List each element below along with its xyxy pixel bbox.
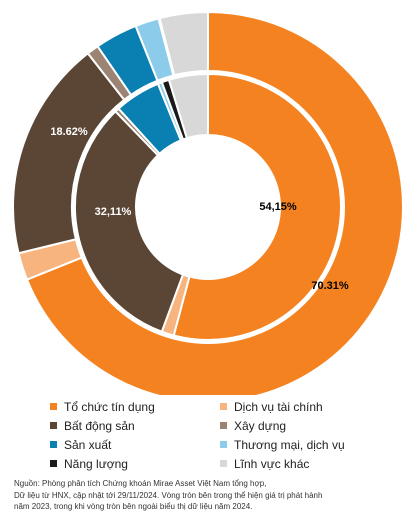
source-note: Nguồn: Phòng phân tích Chứng khoán Mirae… [14,478,399,513]
outer-label-bat-dong-san: 18.62% [50,126,88,138]
inner-label-bat-dong-san: 32,11% [95,206,132,218]
inner-slice-linh-vuc-khac [167,72,209,140]
legend-swatch [220,460,227,467]
legend-swatch [220,403,227,410]
inner-label-to-chuc-tin-dung: 54,15% [259,201,297,213]
legend-swatch [220,422,227,429]
inner-ring-2023 [74,72,342,341]
legend: Tổ chức tín dụng Dịch vụ tài chính Bất đ… [50,397,390,473]
source-line-1: Nguồn: Phòng phân tích Chứng khoán Mirae… [14,479,267,488]
legend-item-xay-dung: Xây dựng [220,419,390,433]
legend-item-linh-vuc-khac: Lĩnh vực khác [220,457,390,471]
outer-slice-linh-vuc-khac [158,10,209,77]
legend-item-nang-luong: Năng lượng [50,457,220,471]
source-line-2: Dữ liệu từ HNX, cập nhật tới 29/11/2024.… [14,490,323,500]
legend-item-to-chuc-tin-dung: Tổ chức tín dụng [50,400,220,414]
outer-ring-2024 [12,10,403,395]
legend-item-bat-dong-san: Bất động sản [50,419,220,433]
legend-label: Tổ chức tín dụng [64,399,155,414]
legend-swatch [50,422,57,429]
legend-row: Năng lượng Lĩnh vực khác [50,454,390,473]
legend-item-dich-vu-tai-chinh: Dịch vụ tài chính [220,400,390,414]
inner-slice-bat-dong-san [74,110,185,333]
legend-row: Bất động sản Xây dựng [50,416,390,435]
outer-label-to-chuc-tin-dung: 70.31% [311,280,349,292]
legend-row: Sản xuất Thương mại, dịch vụ [50,435,390,454]
source-line-3: năm 2023, trong khi vòng tròn bên ngoài … [14,502,253,511]
legend-label: Thương mại, dịch vụ [234,437,345,452]
donut-chart: 70.31% 18.62% 54,15% 32,11% [12,10,403,395]
data-labels: 70.31% 18.62% 54,15% 32,11% [50,126,349,292]
legend-swatch [50,403,57,410]
inner-slice-to-chuc-tin-dung [172,72,342,341]
legend-row: Tổ chức tín dụng Dịch vụ tài chính [50,397,390,416]
legend-swatch [220,441,227,448]
outer-slice-to-chuc-tin-dung [25,10,403,395]
legend-item-thuong-mai-dich-vu: Thương mại, dịch vụ [220,438,390,452]
legend-label: Dịch vụ tài chính [234,399,323,414]
legend-swatch [50,441,57,448]
legend-item-san-xuat: Sản xuất [50,438,220,452]
legend-label: Xây dựng [234,418,287,433]
legend-label: Năng lượng [64,456,128,471]
legend-swatch [50,460,57,467]
legend-label: Lĩnh vực khác [234,456,310,471]
legend-label: Sản xuất [64,437,112,452]
legend-label: Bất động sản [64,418,135,433]
